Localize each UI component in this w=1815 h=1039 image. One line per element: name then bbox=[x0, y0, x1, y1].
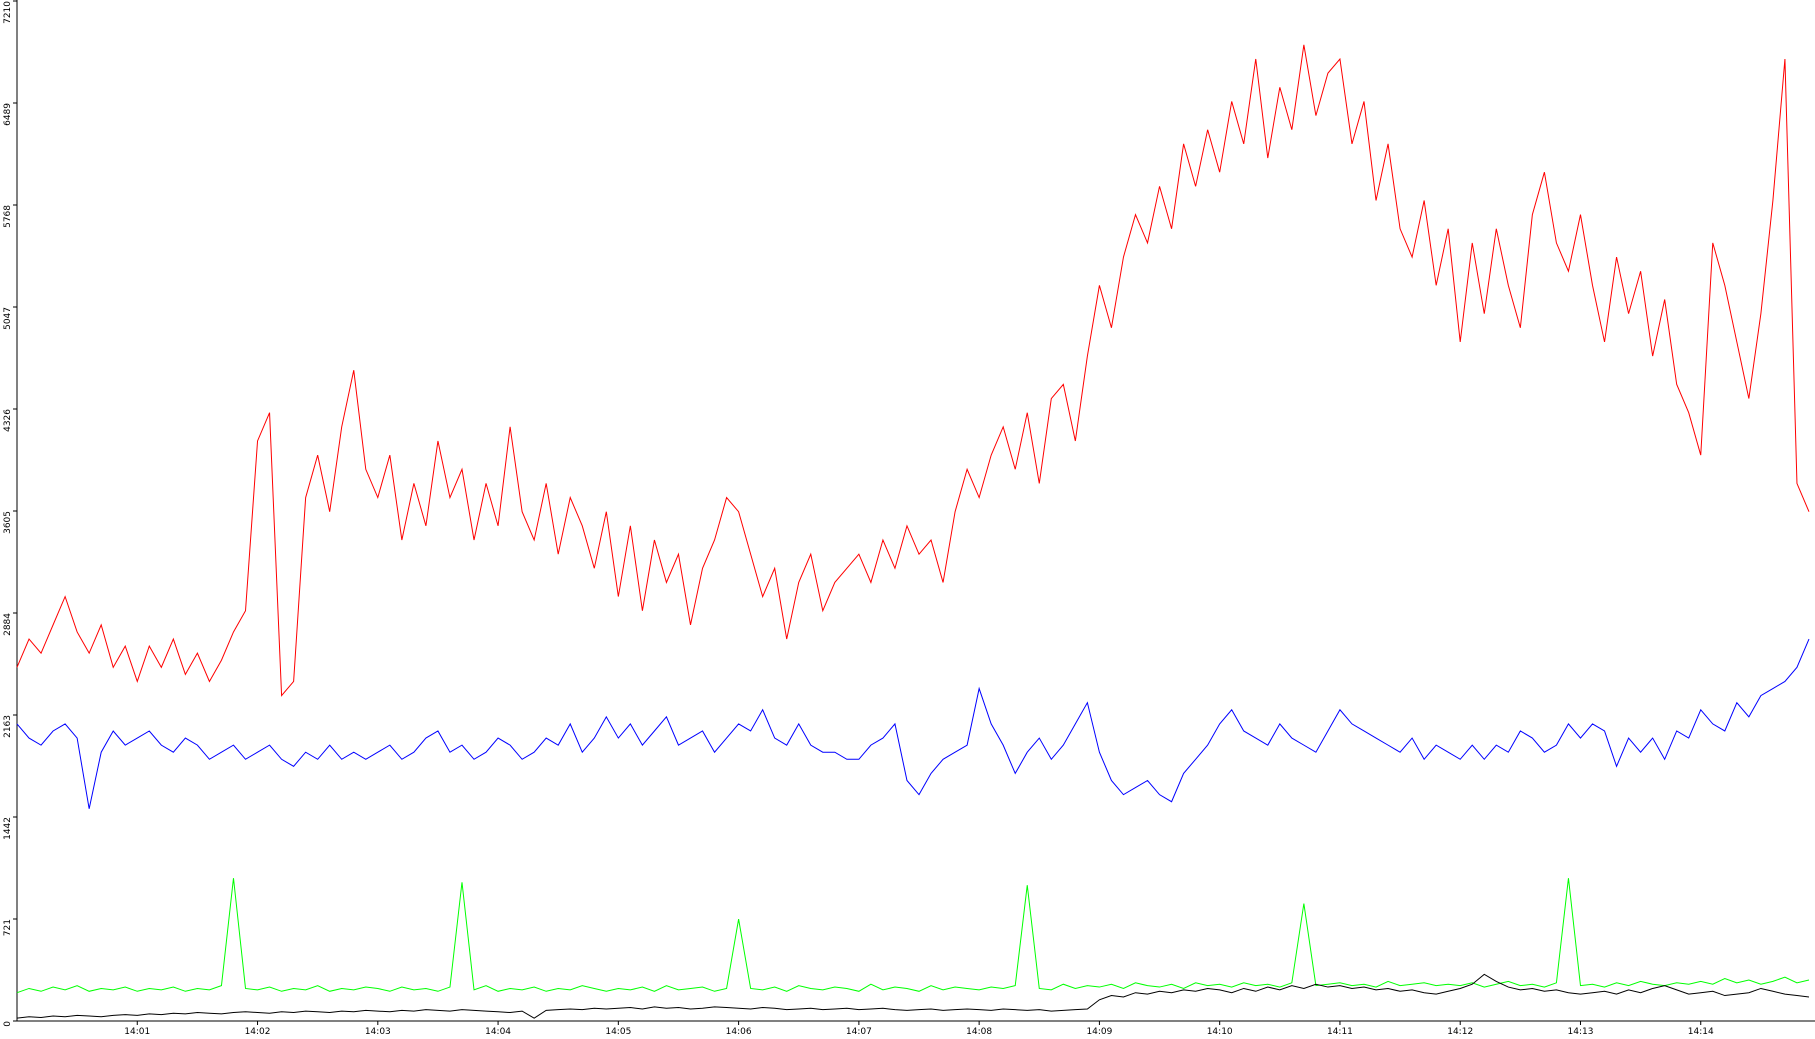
x-tick-label: 14:07 bbox=[846, 1027, 872, 1037]
y-tick-label: 1442 bbox=[3, 817, 13, 840]
x-tick-label: 14:06 bbox=[726, 1027, 752, 1037]
x-tick-label: 14:04 bbox=[485, 1027, 511, 1037]
x-tick-label: 14:09 bbox=[1086, 1027, 1112, 1037]
x-tick-label: 14:11 bbox=[1327, 1027, 1353, 1037]
x-tick-label: 14:05 bbox=[605, 1027, 631, 1037]
y-tick-label: 0 bbox=[3, 1021, 13, 1027]
x-tick-label: 14:13 bbox=[1568, 1027, 1594, 1037]
series-line bbox=[16, 878, 1810, 994]
y-tick-label: 5047 bbox=[3, 307, 13, 330]
y-tick-label: 7210 bbox=[3, 1, 13, 24]
x-tick-label: 14:01 bbox=[124, 1027, 150, 1037]
x-tick-label: 14:12 bbox=[1447, 1027, 1473, 1037]
y-tick-label: 5768 bbox=[3, 205, 13, 228]
x-tick-label: 14:02 bbox=[245, 1027, 271, 1037]
y-tick-label: 2884 bbox=[3, 613, 13, 636]
y-tick-label: 4326 bbox=[3, 409, 13, 432]
series-line bbox=[16, 44, 1810, 697]
y-tick-label: 3605 bbox=[3, 511, 13, 534]
x-tick-label: 14:14 bbox=[1688, 1027, 1714, 1037]
series-line bbox=[16, 638, 1810, 809]
x-tick-label: 14:08 bbox=[966, 1027, 992, 1037]
series-line bbox=[16, 973, 1810, 1019]
x-tick-label: 14:10 bbox=[1207, 1027, 1233, 1037]
y-tick-label: 6489 bbox=[3, 103, 13, 126]
x-tick-label: 14:03 bbox=[365, 1027, 391, 1037]
y-tick-label: 2163 bbox=[3, 715, 13, 738]
y-tick-label: 721 bbox=[3, 919, 13, 936]
